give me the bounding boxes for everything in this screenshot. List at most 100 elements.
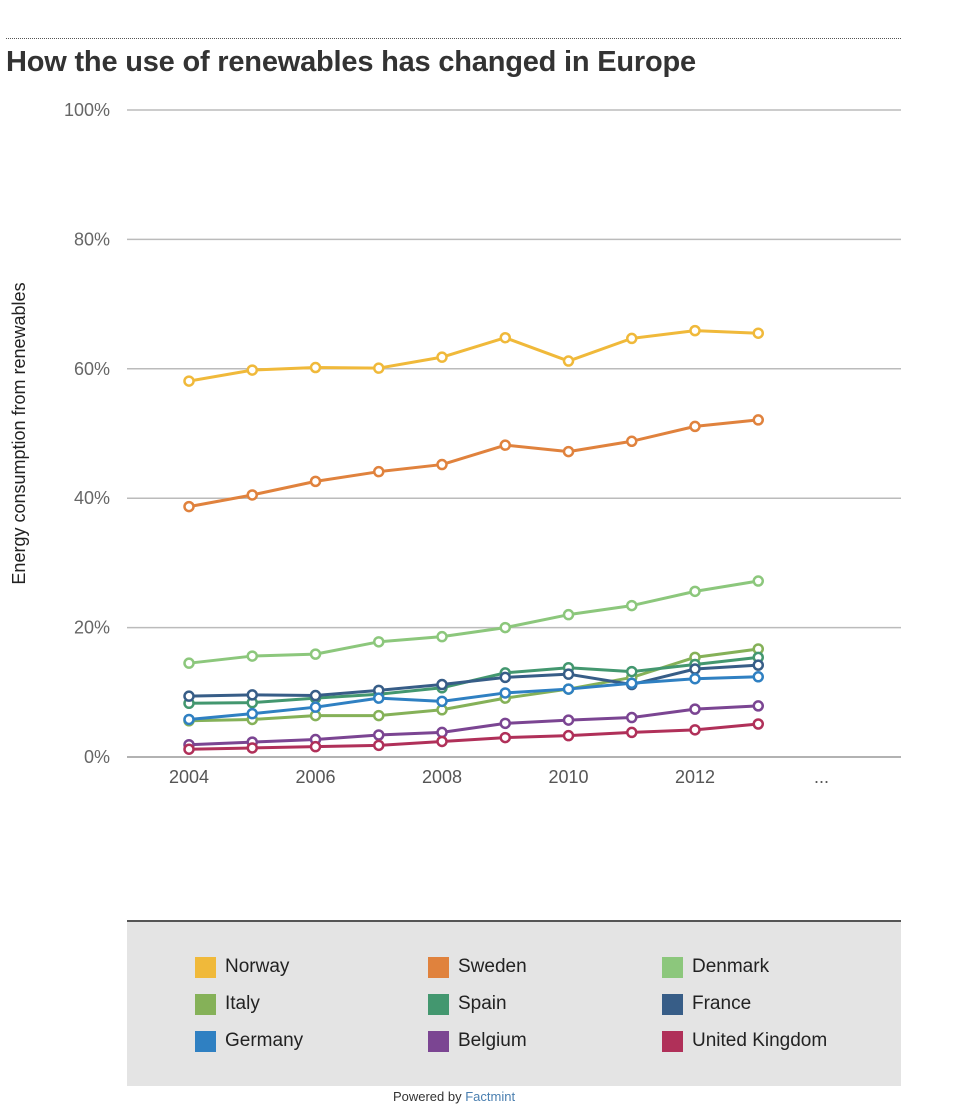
data-point-denmark[interactable] <box>309 648 322 660</box>
data-point-france[interactable] <box>309 689 322 702</box>
data-point-belgium[interactable] <box>626 711 638 724</box>
data-point-germany[interactable] <box>562 683 575 695</box>
powered-by-text: Powered by <box>392 1089 462 1104</box>
data-point-belgium[interactable] <box>373 729 385 741</box>
data-point-united-kingdom[interactable] <box>436 735 448 748</box>
legend-item-france[interactable]: France <box>662 993 751 1015</box>
data-point-denmark[interactable] <box>689 585 701 598</box>
legend-label: Denmark <box>692 956 770 977</box>
data-point-spain[interactable] <box>626 665 638 678</box>
data-point-germany[interactable] <box>499 687 511 699</box>
y-tick-label: 0% <box>84 747 110 767</box>
data-point-sweden[interactable] <box>752 414 764 426</box>
y-tick-label: 40% <box>74 488 110 508</box>
legend-item-norway[interactable]: Norway <box>195 956 289 978</box>
data-point-sweden[interactable] <box>499 439 511 451</box>
data-point-france[interactable] <box>499 671 511 684</box>
data-point-norway[interactable] <box>309 361 322 374</box>
data-point-united-kingdom[interactable] <box>752 718 764 730</box>
data-point-norway[interactable] <box>246 364 258 376</box>
data-point-sweden[interactable] <box>246 489 258 501</box>
y-axis-label: Energy consumption from renewables <box>9 282 29 584</box>
legend-item-denmark[interactable]: Denmark <box>662 956 769 978</box>
x-tick-label: 2010 <box>548 767 588 787</box>
data-point-germany[interactable] <box>436 695 448 708</box>
legend-item-sweden[interactable]: Sweden <box>428 956 527 978</box>
data-point-sweden[interactable] <box>689 420 701 433</box>
legend-item-united-kingdom[interactable]: United Kingdom <box>662 1030 827 1052</box>
data-point-italy[interactable] <box>373 709 385 722</box>
y-tick-label: 100% <box>64 100 110 120</box>
data-point-denmark[interactable] <box>499 621 511 634</box>
data-point-denmark[interactable] <box>246 650 258 662</box>
data-point-sweden[interactable] <box>373 465 385 478</box>
data-point-belgium[interactable] <box>689 703 701 715</box>
x-tick-label: ... <box>814 767 829 787</box>
data-point-france[interactable] <box>183 690 195 702</box>
data-point-united-kingdom[interactable] <box>373 739 385 752</box>
data-point-norway[interactable] <box>626 332 638 345</box>
data-point-germany[interactable] <box>626 677 638 689</box>
data-point-germany[interactable] <box>373 692 385 704</box>
data-point-united-kingdom[interactable] <box>183 743 195 755</box>
data-point-norway[interactable] <box>373 362 385 374</box>
legend-item-germany[interactable]: Germany <box>195 1030 303 1052</box>
legend-item-belgium[interactable]: Belgium <box>428 1030 527 1052</box>
data-point-belgium[interactable] <box>752 700 764 712</box>
data-point-sweden[interactable] <box>183 500 195 513</box>
data-point-denmark[interactable] <box>562 608 575 621</box>
legend-label: Italy <box>225 993 260 1014</box>
data-point-germany[interactable] <box>752 671 764 683</box>
data-point-united-kingdom[interactable] <box>309 740 322 753</box>
legend-item-italy[interactable]: Italy <box>195 993 260 1015</box>
data-point-france[interactable] <box>246 689 258 701</box>
data-point-united-kingdom[interactable] <box>626 726 638 739</box>
data-point-denmark[interactable] <box>626 599 638 612</box>
legend-swatch <box>428 956 449 978</box>
data-point-germany[interactable] <box>309 701 322 713</box>
data-point-united-kingdom[interactable] <box>246 742 258 754</box>
series-line-denmark <box>188 579 759 665</box>
data-point-norway[interactable] <box>689 324 701 337</box>
legend-item-spain[interactable]: Spain <box>428 993 507 1015</box>
data-point-denmark[interactable] <box>183 657 195 669</box>
data-point-belgium[interactable] <box>499 717 511 730</box>
data-point-norway[interactable] <box>752 327 764 339</box>
data-point-norway[interactable] <box>499 331 511 344</box>
data-point-germany[interactable] <box>689 672 701 685</box>
legend-label: Norway <box>225 956 290 977</box>
legend-label: United Kingdom <box>692 1030 828 1051</box>
factmint-link[interactable]: Factmint <box>465 1089 516 1104</box>
data-point-belgium[interactable] <box>562 714 575 726</box>
x-tick-label: 2006 <box>295 767 335 787</box>
series-line-sweden <box>188 418 759 509</box>
data-point-united-kingdom[interactable] <box>499 731 511 744</box>
legend-label: Spain <box>458 993 507 1014</box>
data-point-sweden[interactable] <box>626 435 638 448</box>
page-title: How the use of renewables has changed in… <box>6 46 696 78</box>
legend-label: Germany <box>225 1030 304 1051</box>
data-point-belgium[interactable] <box>436 726 448 739</box>
data-point-france[interactable] <box>436 678 448 691</box>
data-point-norway[interactable] <box>183 375 195 387</box>
data-point-norway[interactable] <box>562 355 575 367</box>
data-point-denmark[interactable] <box>373 636 385 648</box>
data-point-norway[interactable] <box>436 351 448 363</box>
powered-by: Powered by Factmint <box>0 1089 908 1104</box>
y-tick-label: 60% <box>74 359 110 379</box>
data-point-sweden[interactable] <box>436 458 448 471</box>
data-point-denmark[interactable] <box>436 630 448 643</box>
data-point-sweden[interactable] <box>309 475 322 488</box>
data-point-denmark[interactable] <box>752 575 764 587</box>
data-point-france[interactable] <box>562 668 575 680</box>
legend-label: Belgium <box>458 1030 527 1051</box>
data-point-germany[interactable] <box>246 707 258 720</box>
series-line-norway <box>188 329 759 383</box>
data-point-france[interactable] <box>689 663 701 675</box>
data-point-sweden[interactable] <box>562 445 575 458</box>
series-line-france <box>188 663 759 698</box>
data-point-germany[interactable] <box>183 713 195 726</box>
data-point-united-kingdom[interactable] <box>689 724 701 736</box>
data-point-france[interactable] <box>752 659 764 671</box>
data-point-united-kingdom[interactable] <box>562 729 575 742</box>
